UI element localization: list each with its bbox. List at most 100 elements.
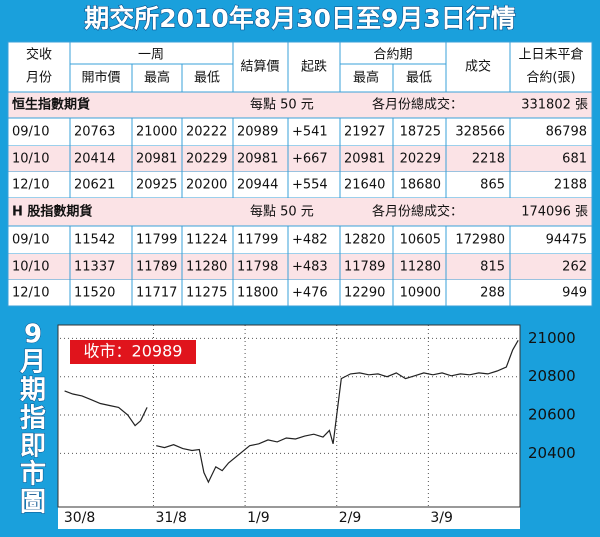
table-row xyxy=(8,118,592,146)
y-tick-label: 20800 xyxy=(528,367,576,385)
table-cell: 20989 xyxy=(237,125,278,140)
table-cell: +554 xyxy=(292,178,328,193)
x-tick-label: 2/9 xyxy=(339,510,362,526)
table-cell: 11224 xyxy=(186,233,227,248)
table-cell: 11717 xyxy=(136,286,177,301)
table-cell: +483 xyxy=(292,260,328,275)
table-cell: 20200 xyxy=(186,178,227,193)
table-cell: 20229 xyxy=(186,152,227,167)
header-cell: 最高 xyxy=(353,70,379,86)
total: 174096 張 xyxy=(521,205,588,220)
section-name: H 股指數期貨 xyxy=(12,204,92,220)
table-cell: 94475 xyxy=(546,233,587,248)
table-cell: 11799 xyxy=(136,233,177,248)
table-cell: 20763 xyxy=(74,125,115,140)
table-cell: 11789 xyxy=(136,260,177,275)
table-cell: 11789 xyxy=(344,260,385,275)
table-cell: 18680 xyxy=(400,178,441,193)
table-cell: 20925 xyxy=(136,178,177,193)
table-cell: 11280 xyxy=(186,260,227,275)
table-cell: 172980 xyxy=(455,233,505,248)
table-cell: +667 xyxy=(292,152,328,167)
table-cell: 865 xyxy=(480,178,505,193)
table-row xyxy=(8,226,592,254)
table-cell: 09/10 xyxy=(12,125,49,140)
point-value: 每點 50 元 xyxy=(250,204,314,220)
y-tick-label: 20600 xyxy=(528,406,576,424)
table-row xyxy=(8,172,592,198)
header-cell: 合約期 xyxy=(373,48,412,63)
table-header: 交收 月份 一周 開市價 最高 最低 結算價 起跌 合約期 最高 最低 成交 上… xyxy=(26,47,584,86)
header-cell: 開市價 xyxy=(81,70,120,86)
table-cell: 11520 xyxy=(74,286,115,301)
table-cell: 815 xyxy=(480,260,505,275)
table-row xyxy=(8,146,592,172)
table-cell: 328566 xyxy=(455,125,505,140)
table-frame xyxy=(7,41,593,307)
header-cell: 上日未平倉 xyxy=(518,48,583,63)
table-cell: 20229 xyxy=(400,152,441,167)
table-cell: 10605 xyxy=(400,233,441,248)
header-cell: 最高 xyxy=(144,70,170,86)
table-cell: 12/10 xyxy=(12,178,49,193)
table-cell: 262 xyxy=(562,260,587,275)
y-tick-label: 20400 xyxy=(528,444,576,462)
chart-title-char: 期 xyxy=(20,376,46,406)
header-cell: 成交 xyxy=(465,59,491,75)
header-cell: 最低 xyxy=(406,71,432,86)
header-cell: 起跌 xyxy=(301,59,327,75)
table-cell: 12820 xyxy=(344,233,385,248)
table-row xyxy=(8,254,592,280)
price-line xyxy=(64,340,519,484)
chart-title-char: 月 xyxy=(19,348,46,378)
table-cell: 11280 xyxy=(400,260,441,275)
table-cell: 288 xyxy=(480,286,505,301)
header-cell: 最低 xyxy=(194,71,220,86)
table-cell: 18725 xyxy=(400,125,441,140)
table-cell: 11798 xyxy=(237,260,278,275)
plot-frame xyxy=(57,324,521,508)
table-cell: 11337 xyxy=(74,260,115,275)
header-cell: 一周 xyxy=(138,48,164,63)
table-cell: 21000 xyxy=(136,125,177,140)
x-axis-strip xyxy=(58,507,520,529)
table-cell: 10/10 xyxy=(12,152,49,167)
table-cell: +476 xyxy=(292,286,328,301)
table-cell: 11799 xyxy=(237,233,278,248)
section-row xyxy=(8,198,592,226)
table-cell: 20981 xyxy=(344,152,385,167)
table-cell: 20944 xyxy=(237,178,278,193)
annotation: 收市：20989 xyxy=(84,342,183,361)
table-cell: 12/10 xyxy=(12,286,49,301)
table-cell: 86798 xyxy=(546,125,587,140)
table-cell: +541 xyxy=(292,125,328,140)
section-name: 恒生指數期貨 xyxy=(12,97,90,113)
point-value: 每點 50 元 xyxy=(250,97,314,113)
header-cell: 交收 xyxy=(26,47,52,63)
table-cell: 949 xyxy=(562,286,587,301)
table-cell: 21640 xyxy=(344,178,385,193)
header-cell: 合約(張) xyxy=(526,71,575,86)
x-tick-label: 30/8 xyxy=(64,510,95,526)
table-cell: +482 xyxy=(292,233,328,248)
table-cell: 2188 xyxy=(554,178,587,193)
total-label: 各月份總成交： xyxy=(372,204,463,220)
header-cell: 月份 xyxy=(26,71,52,86)
x-tick-label: 31/8 xyxy=(155,510,186,526)
x-tick-label: 3/9 xyxy=(430,510,453,526)
chart-title-char: 9 xyxy=(24,320,42,350)
table-cell: 10900 xyxy=(400,286,441,301)
table-cell: 2218 xyxy=(472,152,505,167)
table-cell: 20621 xyxy=(74,178,115,193)
table-cell: 11275 xyxy=(186,286,227,301)
title: 期交所2010年8月30日至9月3日行情 xyxy=(84,4,516,33)
table-cell: 12290 xyxy=(344,286,385,301)
total-label: 各月份總成交： xyxy=(372,97,463,113)
y-tick-label: 21000 xyxy=(528,329,576,347)
x-tick-label: 1/9 xyxy=(247,510,270,526)
section-row xyxy=(8,92,592,118)
table-cell: 20414 xyxy=(74,152,115,167)
table-cell: 681 xyxy=(562,152,587,167)
